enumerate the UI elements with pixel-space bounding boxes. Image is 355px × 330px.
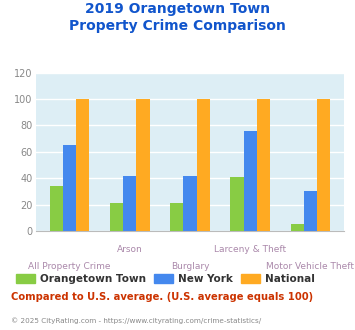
Text: Arson: Arson (117, 245, 143, 254)
Bar (230, 177, 244, 231)
Text: Compared to U.S. average. (U.S. average equals 100): Compared to U.S. average. (U.S. average … (11, 292, 313, 302)
Bar (317, 99, 330, 231)
Bar (290, 224, 304, 231)
Bar (76, 99, 89, 231)
Text: Larceny & Theft: Larceny & Theft (214, 245, 286, 254)
Text: Burglary: Burglary (171, 262, 209, 271)
Text: Motor Vehicle Theft: Motor Vehicle Theft (267, 262, 354, 271)
Bar (257, 99, 270, 231)
Text: © 2025 CityRating.com - https://www.cityrating.com/crime-statistics/: © 2025 CityRating.com - https://www.city… (11, 317, 261, 324)
Bar (197, 99, 210, 231)
Bar (170, 203, 183, 231)
Text: All Property Crime: All Property Crime (28, 262, 111, 271)
Bar (63, 145, 76, 231)
Bar (183, 176, 197, 231)
Bar (304, 191, 317, 231)
Bar (50, 186, 63, 231)
Bar (123, 176, 136, 231)
Bar (244, 131, 257, 231)
Text: 2019 Orangetown Town
Property Crime Comparison: 2019 Orangetown Town Property Crime Comp… (69, 2, 286, 33)
Legend: Orangetown Town, New York, National: Orangetown Town, New York, National (16, 274, 315, 284)
Bar (110, 203, 123, 231)
Bar (136, 99, 149, 231)
